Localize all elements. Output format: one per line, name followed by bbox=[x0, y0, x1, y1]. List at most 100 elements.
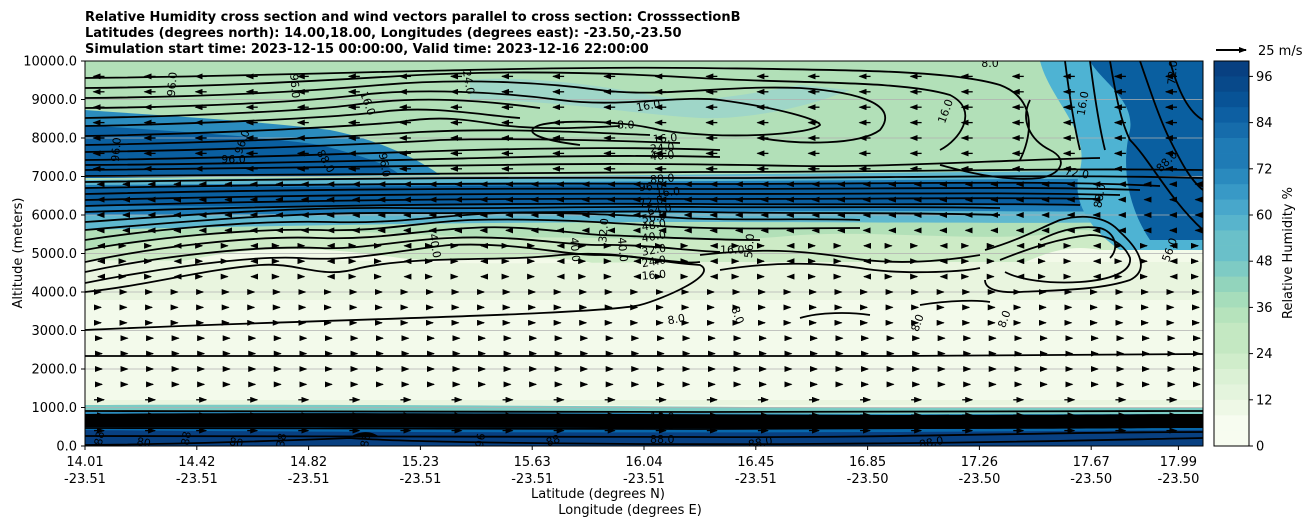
quiver-key-label: 25 m/s bbox=[1258, 44, 1303, 59]
colorbar-band bbox=[1214, 91, 1249, 108]
colorbar-band bbox=[1214, 338, 1249, 354]
chart-title-line-2: Latitudes (degrees north): 14.00,18.00, … bbox=[85, 26, 682, 41]
colorbar-tick-label: 72 bbox=[1256, 162, 1273, 177]
contour-label: 72.0 bbox=[638, 193, 664, 210]
contour-label: 16.0 bbox=[650, 411, 675, 424]
y-tick-label: 2000.0 bbox=[32, 363, 78, 378]
colorbar-band bbox=[1214, 369, 1249, 385]
x-tick-label-lon: -23.51 bbox=[735, 472, 777, 487]
x-tick-label-lat: 17.99 bbox=[1160, 455, 1197, 470]
x-tick-label-lon: -23.51 bbox=[511, 472, 553, 487]
wind-vectors bbox=[92, 73, 1203, 434]
boundary-layer-dense-contours bbox=[85, 413, 1203, 429]
x-tick-label-lat: 14.82 bbox=[290, 455, 327, 470]
colorbar-band bbox=[1214, 107, 1249, 123]
contour-label: 96.0 bbox=[109, 137, 124, 163]
colorbar-band bbox=[1214, 384, 1249, 400]
y-tick-label: 4000.0 bbox=[32, 286, 78, 301]
colorbar-tick-label: 36 bbox=[1256, 301, 1273, 316]
chart-title-line-1: Relative Humidity cross section and wind… bbox=[85, 10, 741, 25]
colorbar-band bbox=[1214, 153, 1249, 169]
colorbar-band bbox=[1214, 199, 1249, 215]
contour-label: 56.0 bbox=[641, 209, 667, 226]
contour-label: 40.0 bbox=[567, 237, 582, 263]
y-tick-label: 10000.0 bbox=[23, 55, 77, 70]
x-tick-label-lon: -23.51 bbox=[623, 472, 665, 487]
contour-label: 96.0 bbox=[165, 71, 180, 97]
contour-label: 88.0 bbox=[650, 433, 675, 446]
plot-area: 96.0 96.096.0 96.096.088.0 96.016.024.040.0… bbox=[85, 61, 1203, 451]
x-tick-label-lat: 15.63 bbox=[514, 455, 551, 470]
contour-label: 32.0 bbox=[596, 218, 611, 244]
colorbar-label: Relative Humidity % bbox=[1281, 187, 1296, 319]
y-tick-label: 7000.0 bbox=[32, 170, 78, 185]
colorbar-band bbox=[1214, 168, 1249, 185]
contour-label: 88 bbox=[179, 430, 194, 446]
x-tick-label-lon: -23.50 bbox=[958, 472, 1000, 487]
contour-label: 8.0 bbox=[995, 309, 1013, 330]
contour-label: 96.0 bbox=[287, 73, 302, 99]
x-tick-label-lat: 16.04 bbox=[625, 455, 662, 470]
contour-label: 88 bbox=[92, 430, 107, 446]
colorbar-band bbox=[1214, 76, 1249, 92]
colorbar-tick-label: 60 bbox=[1256, 209, 1273, 224]
contour-label: 96 bbox=[473, 432, 488, 448]
contour-label: 96.0 bbox=[376, 152, 393, 178]
x-tick-label-lon: -23.50 bbox=[1157, 472, 1199, 487]
colorbar-band bbox=[1214, 430, 1249, 446]
contour-label: 88 bbox=[544, 432, 562, 449]
contour-label: 16.0 bbox=[1074, 90, 1091, 116]
colorbar-tick-label: 24 bbox=[1256, 347, 1273, 362]
colorbar: 0 12 24 36 48 60 72 84 96 Relative Humidity % bbox=[1213, 60, 1296, 455]
contour-label: 88.0 bbox=[747, 434, 773, 451]
contour-label: 56.0 bbox=[742, 233, 757, 259]
colorbar-band bbox=[1214, 261, 1249, 277]
colorbar-band bbox=[1214, 292, 1249, 308]
contour-label: 96.0 bbox=[221, 153, 246, 166]
colorbar-ticks: 0 12 24 36 48 60 72 84 96 bbox=[1249, 70, 1273, 455]
colorbar-band bbox=[1214, 61, 1249, 77]
contour-label: 80 bbox=[228, 435, 244, 450]
x-tick-label-lon: -23.51 bbox=[176, 472, 218, 487]
y-axis: 0.0 1000.0 2000.0 3000.0 4000.0 5000.0 6000.0 7… bbox=[23, 55, 85, 455]
colorbar-band bbox=[1214, 122, 1249, 138]
contour-label: 16.0 bbox=[641, 268, 667, 283]
x-tick-label-lat: 17.26 bbox=[961, 455, 998, 470]
x-tick-label-lon: -23.51 bbox=[64, 472, 106, 487]
contour-label: 16.0 bbox=[635, 97, 661, 114]
boundary-layer-bump bbox=[350, 432, 380, 437]
contour-label: 64.0 bbox=[646, 201, 672, 218]
contour-label: 24.0 bbox=[649, 141, 675, 156]
y-tick-label: 0.0 bbox=[56, 440, 77, 455]
colorbar-tick-label: 96 bbox=[1256, 70, 1273, 85]
x-axis: 14.01 -23.51 14.42 -23.51 14.82 -23.51 15.23 -2… bbox=[64, 446, 1199, 487]
contour-label: 38 bbox=[274, 432, 289, 448]
x-axis-label-latitude: Latitude (degrees N) bbox=[531, 487, 665, 502]
contour-label: 40.0 bbox=[641, 228, 667, 245]
contour-label: 88 bbox=[358, 432, 373, 448]
x-tick-label-lat: 15.23 bbox=[402, 455, 439, 470]
contour-label: 88.0 bbox=[1091, 183, 1108, 209]
colorbar-band bbox=[1214, 415, 1249, 431]
contour-label: 16.0 bbox=[655, 185, 681, 200]
y-tick-label: 1000.0 bbox=[32, 401, 78, 416]
colorbar-band bbox=[1214, 245, 1249, 262]
contour-label: 24.0 bbox=[460, 69, 477, 95]
contour-label: 32.0 bbox=[641, 242, 667, 259]
colorbar-bands bbox=[1214, 61, 1249, 446]
x-tick-label-lat: 14.42 bbox=[178, 455, 215, 470]
colorbar-tick-label: 0 bbox=[1256, 440, 1264, 455]
contour-label: 8.0 bbox=[909, 313, 927, 334]
x-tick-label-lon: -23.51 bbox=[399, 472, 441, 487]
colorbar-tick-label: 84 bbox=[1256, 116, 1273, 131]
colorbar-band bbox=[1214, 307, 1249, 323]
quiver-key: 25 m/s bbox=[1216, 44, 1303, 59]
contour-label: 8.0 bbox=[617, 119, 635, 132]
y-tick-label: 5000.0 bbox=[32, 247, 78, 262]
contour-label: 40.0 bbox=[649, 148, 675, 163]
colorbar-band bbox=[1214, 353, 1249, 369]
x-axis-label-longitude: Longitude (degrees E) bbox=[558, 503, 702, 518]
colorbar-tick-label: 12 bbox=[1256, 393, 1273, 408]
contour-label: 40.0 bbox=[650, 419, 675, 432]
